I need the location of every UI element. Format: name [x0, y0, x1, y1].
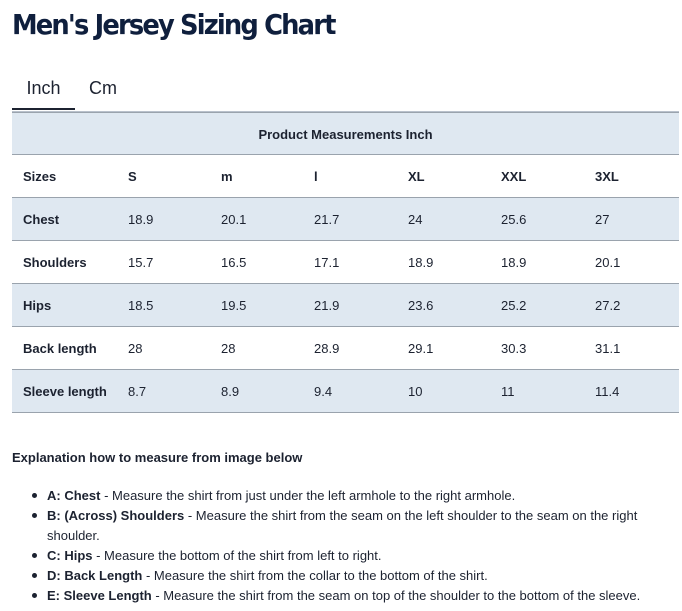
- bullet-icon: [32, 553, 37, 558]
- table-cell: 16.5: [221, 254, 247, 270]
- table-cell: 27: [595, 211, 610, 227]
- table-cell: 29.1: [408, 340, 434, 356]
- measurement-text: - Measure the shirt from just under the …: [100, 488, 516, 503]
- table-cell: 28.9: [314, 340, 340, 356]
- tabs-divider: [12, 111, 679, 112]
- table-cell: 20.1: [221, 211, 247, 227]
- explanation-title: Explanation how to measure from image be…: [12, 450, 303, 465]
- table-cell: 30.3: [501, 340, 527, 356]
- bullet-icon: [32, 493, 37, 498]
- table-cell: 23.6: [408, 297, 434, 313]
- table-cell: 18.9: [128, 211, 154, 227]
- measurement-term: B: (Across) Shoulders: [47, 508, 185, 523]
- table-cell: 31.1: [595, 340, 621, 356]
- table-cell: 21.9: [314, 297, 340, 313]
- unit-tabs: Inch Cm: [12, 68, 679, 112]
- table-cell: 18.9: [408, 254, 434, 270]
- table-cell: 27.2: [595, 297, 621, 313]
- table-cell: 20.1: [595, 254, 621, 270]
- header-sizes: Sizes: [23, 168, 57, 184]
- measurement-text: - Measure the shirt from the seam on the…: [47, 508, 638, 543]
- table-cell: 8.7: [128, 383, 147, 399]
- table-cell: 17.1: [314, 254, 340, 270]
- header-size-3xl: 3XL: [595, 168, 619, 184]
- row-label: Back length: [23, 340, 97, 356]
- table-cell: 10: [408, 383, 423, 399]
- table-row: Shoulders 15.7 16.5 17.1 18.9 18.9 20.1: [12, 241, 679, 284]
- page-title: Men's Jersey Sizing Chart: [12, 8, 336, 41]
- measurement-list: A: Chest - Measure the shirt from just u…: [30, 486, 650, 606]
- measurement-term: E: Sleeve Length: [47, 588, 152, 603]
- measurement-text: - Measure the shirt from the seam on top…: [151, 588, 641, 603]
- table-caption-row: Product Measurements Inch: [12, 112, 679, 155]
- table-row: Sleeve length 8.7 8.9 9.4 10 11 11.4: [12, 370, 679, 413]
- table-cell: 11: [501, 383, 515, 399]
- table-cell: 11.4: [595, 383, 620, 399]
- table-cell: 19.5: [221, 297, 247, 313]
- list-item: A: Chest - Measure the shirt from just u…: [30, 486, 650, 506]
- tab-inch[interactable]: Inch: [12, 68, 75, 110]
- header-size-xl: XL: [408, 168, 425, 184]
- table-cell: 18.5: [128, 297, 154, 313]
- table-header-row: Sizes S m l XL XXL 3XL: [12, 155, 679, 198]
- table-cell: 28: [221, 340, 236, 356]
- header-size-xxl: XXL: [501, 168, 527, 184]
- table-cell: 21.7: [314, 211, 340, 227]
- bullet-icon: [32, 573, 37, 578]
- table-cell: 9.4: [314, 383, 333, 399]
- row-label: Shoulders: [23, 254, 87, 270]
- measurement-term: D: Back Length: [47, 568, 143, 583]
- measurement-text: - Measure the shirt from the collar to t…: [142, 568, 488, 583]
- table-cell: 25.2: [501, 297, 527, 313]
- table-cell: 18.9: [501, 254, 527, 270]
- list-item: B: (Across) Shoulders - Measure the shir…: [30, 506, 650, 546]
- header-size-s: S: [128, 168, 137, 184]
- tab-cm[interactable]: Cm: [89, 78, 117, 98]
- list-item: D: Back Length - Measure the shirt from …: [30, 566, 650, 586]
- header-size-l: l: [314, 168, 318, 184]
- table-cell: 8.9: [221, 383, 240, 399]
- table-row: Chest 18.9 20.1 21.7 24 25.6 27: [12, 198, 679, 241]
- table-caption: Product Measurements Inch: [258, 126, 433, 142]
- list-item: C: Hips - Measure the bottom of the shir…: [30, 546, 650, 566]
- table-cell: 15.7: [128, 254, 154, 270]
- row-label: Hips: [23, 297, 52, 313]
- bullet-icon: [32, 513, 37, 518]
- size-table: Product Measurements Inch Sizes S m l XL…: [12, 112, 679, 413]
- table-cell: 28: [128, 340, 143, 356]
- table-row: Hips 18.5 19.5 21.9 23.6 25.2 27.2: [12, 284, 679, 327]
- list-item: E: Sleeve Length - Measure the shirt fro…: [30, 586, 650, 606]
- row-label: Chest: [23, 211, 60, 227]
- table-cell: 24: [408, 211, 423, 227]
- measurement-text: - Measure the bottom of the shirt from l…: [92, 548, 382, 563]
- header-size-m: m: [221, 168, 233, 184]
- table-row: Back length 28 28 28.9 29.1 30.3 31.1: [12, 327, 679, 370]
- table-cell: 25.6: [501, 211, 527, 227]
- measurement-term: A: Chest: [47, 488, 101, 503]
- measurement-term: C: Hips: [47, 548, 93, 563]
- bullet-icon: [32, 593, 37, 598]
- row-label: Sleeve length: [23, 383, 107, 399]
